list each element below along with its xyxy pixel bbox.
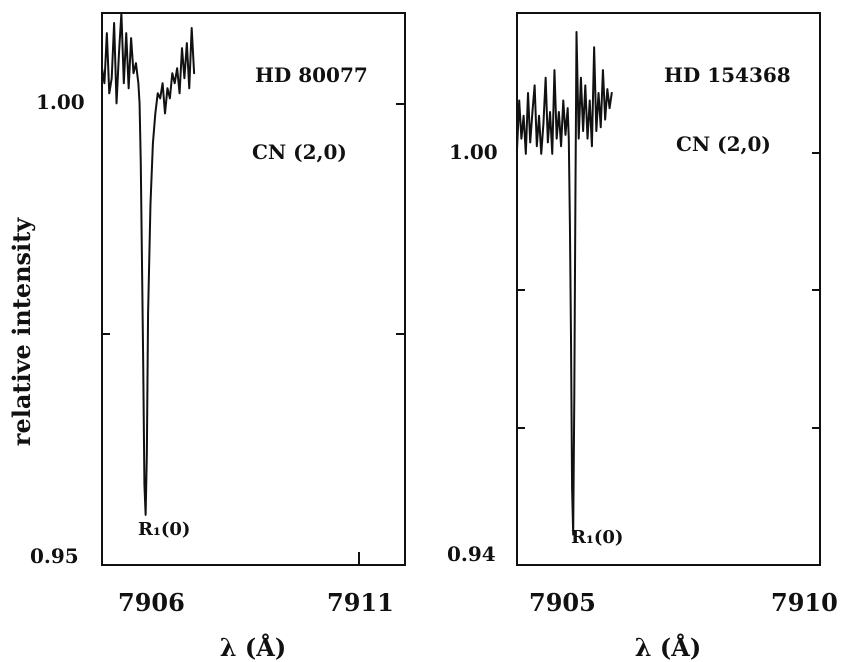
spectrum-line-hd-80077 — [102, 13, 194, 515]
x-tick-label-right-1: 7910 — [771, 588, 838, 617]
plot-frame-right — [517, 13, 820, 565]
x-axis-label-left: λ (Å) — [220, 633, 287, 662]
y-tick-label-bottom-right: 0.94 — [447, 542, 496, 566]
line-annotation-left: R₁(0) — [138, 519, 190, 540]
chart-title-right: HD 154368 — [664, 63, 791, 87]
chart-title-left: HD 80077 — [255, 63, 368, 87]
line-annotation-right: R₁(0) — [571, 527, 623, 548]
panel-hd-80077: 1.00 0.95 7906 7911 HD 80077 CN (2,0) R₁… — [30, 13, 405, 662]
x-axis-label-right: λ (Å) — [635, 633, 702, 662]
panel-hd-154368: 1.00 0.94 7905 7910 HD 154368 CN (2,0) R… — [447, 13, 838, 662]
x-tick-label-left-0: 7906 — [118, 588, 185, 617]
spectrum-line-hd-154368 — [517, 32, 612, 535]
y-tick-label-top-left: 1.00 — [36, 90, 85, 114]
x-tick-label-right-0: 7905 — [529, 588, 596, 617]
y-tick-label-top-right: 1.00 — [449, 140, 498, 164]
chart-subtitle-right: CN (2,0) — [676, 132, 771, 156]
plot-frame-left — [102, 13, 405, 565]
y-axis-label: relative intensity — [7, 217, 36, 446]
x-tick-label-left-1: 7911 — [327, 588, 394, 617]
chart-subtitle-left: CN (2,0) — [252, 140, 347, 164]
y-tick-label-bottom-left: 0.95 — [30, 544, 79, 568]
